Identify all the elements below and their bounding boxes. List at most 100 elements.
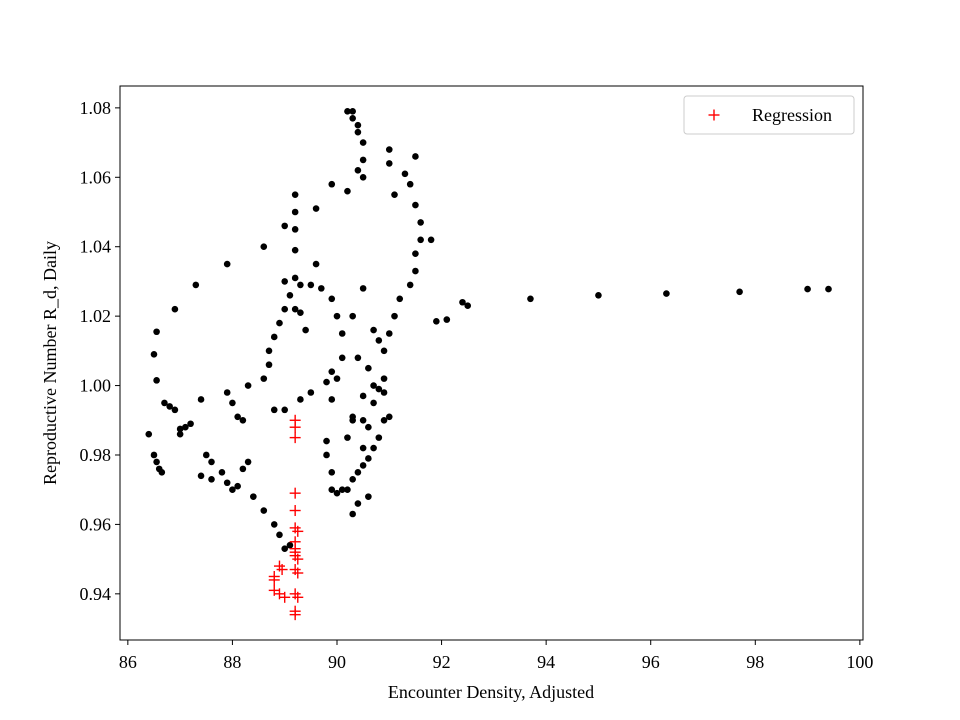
point	[270, 521, 278, 528]
point	[239, 416, 247, 424]
point	[234, 413, 241, 421]
point	[385, 330, 393, 337]
point	[328, 486, 336, 493]
x-tick-label: 94	[537, 652, 555, 672]
point	[166, 403, 173, 410]
point	[344, 108, 351, 115]
point	[380, 389, 388, 396]
point	[412, 250, 419, 257]
point	[464, 302, 472, 310]
y-tick-label: 1.00	[80, 376, 112, 396]
point	[359, 416, 367, 424]
point	[323, 437, 330, 445]
point	[281, 545, 289, 553]
point	[459, 298, 466, 306]
point	[286, 541, 294, 549]
point	[297, 309, 304, 316]
point	[297, 396, 304, 403]
point	[338, 486, 346, 493]
point	[239, 465, 247, 473]
point	[380, 347, 388, 355]
point	[375, 434, 383, 441]
point	[328, 368, 336, 375]
point	[307, 389, 315, 396]
point	[406, 281, 414, 289]
point	[344, 486, 351, 493]
point	[359, 392, 367, 400]
point	[302, 326, 309, 334]
point	[412, 153, 419, 160]
x-tick-label: 86	[119, 652, 137, 672]
point	[291, 191, 299, 198]
point	[338, 330, 346, 337]
point	[359, 139, 367, 146]
point	[176, 430, 184, 438]
point	[145, 430, 153, 438]
point	[417, 219, 424, 226]
point	[161, 399, 168, 407]
point	[370, 326, 377, 334]
point	[359, 173, 367, 181]
point	[218, 469, 226, 476]
point	[244, 382, 252, 389]
point	[276, 319, 283, 327]
point	[260, 375, 268, 382]
point	[736, 288, 743, 296]
point	[385, 160, 393, 167]
point	[289, 609, 301, 621]
point	[349, 510, 356, 518]
point	[328, 180, 336, 188]
point	[281, 222, 289, 230]
point	[208, 475, 215, 483]
point	[344, 187, 351, 195]
point	[291, 208, 299, 216]
x-tick-label: 92	[433, 652, 451, 672]
point	[265, 347, 273, 355]
point	[527, 295, 534, 303]
point	[318, 285, 325, 292]
point	[150, 351, 158, 358]
point	[279, 591, 291, 603]
point	[375, 385, 383, 393]
point	[333, 375, 341, 382]
point	[244, 458, 252, 466]
point	[197, 396, 205, 403]
point	[171, 305, 179, 313]
point	[291, 274, 299, 282]
point	[289, 421, 301, 433]
point	[401, 170, 409, 178]
point	[359, 444, 367, 452]
point	[333, 489, 341, 497]
legend-label: Regression	[752, 105, 832, 125]
point	[153, 458, 160, 466]
point	[260, 507, 268, 514]
point	[825, 285, 832, 293]
point	[158, 469, 166, 476]
point	[270, 406, 278, 414]
point	[286, 292, 294, 299]
point	[349, 108, 356, 115]
point	[312, 260, 320, 268]
point	[171, 406, 179, 414]
point	[359, 156, 367, 164]
legend-box	[683, 95, 855, 135]
point	[365, 423, 372, 431]
point	[292, 553, 304, 565]
point	[338, 354, 346, 362]
point	[354, 354, 362, 362]
point	[208, 458, 215, 466]
point	[291, 305, 299, 313]
point	[192, 281, 200, 289]
x-tick-label: 96	[642, 652, 660, 672]
point	[202, 451, 210, 459]
point	[385, 413, 393, 421]
point	[349, 114, 356, 122]
y-tick-label: 0.94	[80, 584, 112, 604]
y-tick-label: 1.08	[80, 98, 112, 118]
point	[187, 420, 194, 428]
point	[354, 167, 362, 174]
x-tick-label: 100	[846, 652, 873, 672]
point	[328, 295, 336, 303]
point	[375, 337, 383, 344]
